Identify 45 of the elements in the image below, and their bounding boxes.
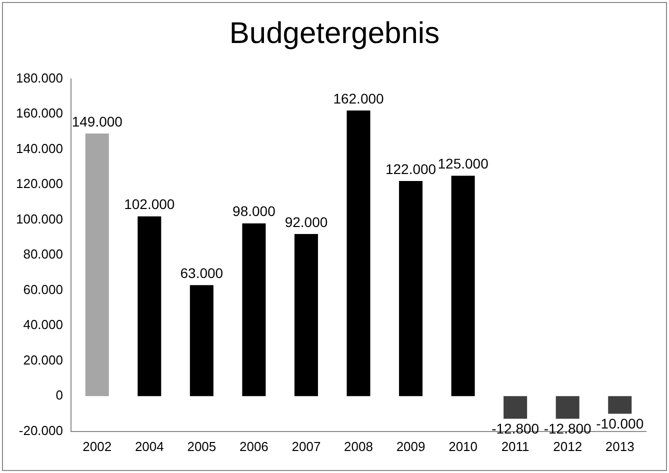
data-label: 102.000 [124, 196, 175, 212]
data-label: 63.000 [180, 264, 224, 281]
y-tick-label: 120.000 [16, 176, 63, 192]
bar [85, 133, 109, 396]
x-tick-label: 2010 [448, 438, 478, 454]
bar [138, 216, 162, 396]
y-tick-label: -20.000 [18, 422, 63, 438]
data-label: -12.800 [544, 420, 592, 437]
data-label: 125.000 [438, 156, 489, 172]
x-tick-label: 2006 [239, 438, 268, 454]
x-tick-label: 2008 [344, 438, 373, 454]
y-tick-label: 0 [56, 388, 63, 403]
y-tick-label: 140.000 [16, 140, 63, 156]
data-label: 162.000 [333, 90, 384, 106]
data-label: -12.800 [492, 420, 540, 437]
data-label: 149.000 [72, 113, 123, 130]
x-tick-label: 2007 [292, 438, 321, 454]
y-tick-label: 40.000 [23, 317, 63, 332]
bar [242, 223, 266, 396]
bar [294, 234, 318, 396]
y-tick-label: 160.000 [16, 106, 63, 121]
data-label: 122.000 [385, 160, 436, 177]
chart-title: Budgetergebnis [228, 17, 441, 51]
x-tick-label: 2009 [396, 438, 426, 454]
y-tick-label: 60.000 [23, 282, 63, 297]
x-tick-label: 2011 [501, 438, 530, 454]
bar [504, 396, 528, 419]
bar [399, 181, 423, 396]
data-label: 92.000 [284, 214, 328, 230]
bar [556, 396, 580, 419]
data-label: -10.000 [596, 416, 644, 432]
y-tick-label: 80.000 [23, 246, 63, 262]
y-tick-label: 20.000 [23, 352, 63, 368]
bar [190, 285, 214, 396]
x-tick-label: 2004 [134, 438, 164, 454]
bar [346, 110, 370, 396]
x-tick-label: 2002 [82, 438, 112, 454]
x-tick-label: 2005 [187, 438, 216, 454]
data-label: 98.000 [232, 203, 276, 220]
y-tick-label: 100.000 [16, 211, 63, 226]
bar [451, 176, 475, 396]
bar [608, 396, 632, 414]
x-tick-label: 2013 [605, 438, 634, 454]
x-tick-label: 2012 [553, 438, 582, 454]
y-tick-label: 180.000 [16, 70, 63, 86]
